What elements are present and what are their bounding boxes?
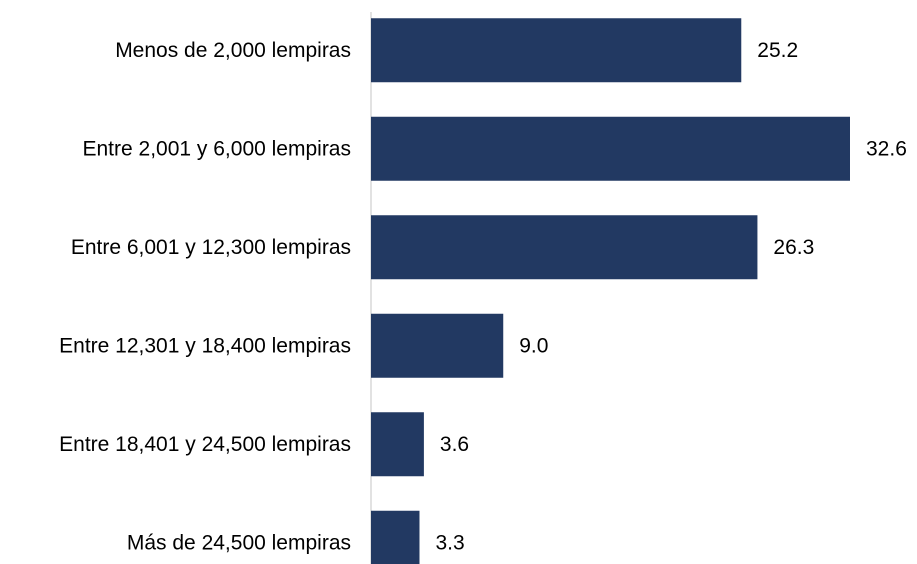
bar-1	[371, 116, 850, 181]
category-labels-group: Menos de 2,000 lempiras Entre 2,001 y 6,0…	[59, 39, 351, 555]
bar-3	[371, 313, 504, 378]
category-label-0: Menos de 2,000 lempiras	[115, 39, 351, 62]
value-label-0: 25.2	[757, 39, 798, 62]
value-label-1: 32.6	[866, 137, 907, 160]
category-label-4: Entre 18,401 y 24,500 lempiras	[59, 433, 351, 456]
value-label-4: 3.6	[440, 433, 469, 456]
bar-4	[371, 412, 424, 477]
value-labels-group: 25.2 32.6 26.3 9.0 3.6 3.3	[435, 39, 906, 555]
bars-group	[371, 18, 850, 564]
bar-5	[371, 510, 420, 564]
value-label-2: 26.3	[773, 236, 814, 259]
bar-2	[371, 215, 758, 280]
category-label-1: Entre 2,001 y 6,000 lempiras	[83, 137, 352, 160]
category-label-2: Entre 6,001 y 12,300 lempiras	[71, 236, 351, 259]
category-label-5: Más de 24,500 lempiras	[127, 531, 351, 554]
value-label-3: 9.0	[519, 334, 548, 357]
bar-0	[371, 18, 742, 83]
value-label-5: 3.3	[435, 531, 464, 554]
category-label-3: Entre 12,301 y 18,400 lempiras	[59, 334, 351, 357]
